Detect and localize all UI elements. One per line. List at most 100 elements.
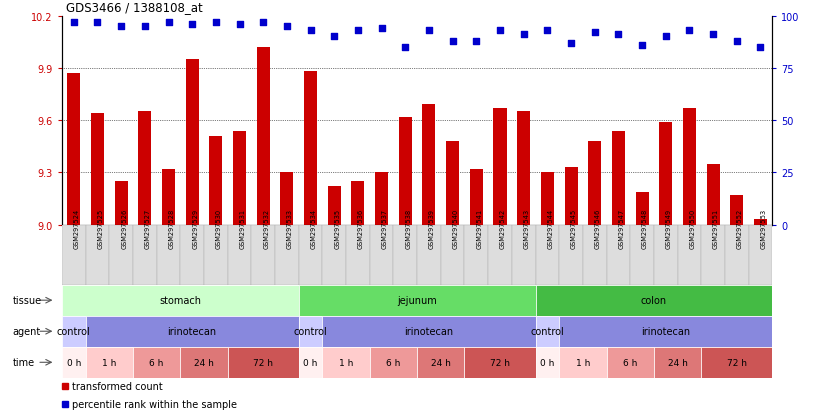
Bar bbox=[470, 169, 483, 225]
Bar bbox=[535, 285, 772, 316]
Bar bbox=[541, 173, 554, 225]
Point bbox=[730, 38, 743, 45]
Bar bbox=[275, 225, 299, 285]
Bar bbox=[701, 225, 725, 285]
Text: GSM297544: GSM297544 bbox=[548, 208, 553, 248]
Text: GSM297553: GSM297553 bbox=[761, 208, 767, 248]
Bar bbox=[299, 316, 322, 347]
Text: GSM297541: GSM297541 bbox=[477, 208, 482, 248]
Point bbox=[706, 32, 719, 38]
Point bbox=[138, 24, 151, 30]
Bar bbox=[180, 225, 204, 285]
Text: 72 h: 72 h bbox=[254, 358, 273, 367]
Bar bbox=[251, 225, 275, 285]
Bar bbox=[322, 225, 346, 285]
Text: GDS3466 / 1388108_at: GDS3466 / 1388108_at bbox=[66, 2, 203, 14]
Bar bbox=[654, 347, 701, 378]
Bar bbox=[606, 225, 630, 285]
Bar bbox=[299, 225, 322, 285]
Bar bbox=[441, 225, 464, 285]
Bar bbox=[62, 285, 299, 316]
Text: tissue: tissue bbox=[12, 295, 41, 306]
Point bbox=[257, 19, 270, 26]
Text: percentile rank within the sample: percentile rank within the sample bbox=[73, 399, 237, 409]
Bar bbox=[91, 114, 104, 225]
Bar bbox=[535, 347, 559, 378]
Bar bbox=[464, 347, 535, 378]
Text: GSM297525: GSM297525 bbox=[97, 208, 103, 248]
Bar bbox=[62, 316, 86, 347]
Text: 24 h: 24 h bbox=[431, 358, 451, 367]
Point bbox=[635, 43, 648, 49]
Bar bbox=[730, 195, 743, 225]
Text: GSM297540: GSM297540 bbox=[453, 208, 458, 248]
Bar bbox=[701, 347, 772, 378]
Bar bbox=[351, 182, 364, 225]
Bar bbox=[304, 72, 317, 225]
Bar bbox=[186, 60, 199, 225]
Bar bbox=[583, 225, 606, 285]
Text: control: control bbox=[57, 326, 91, 337]
Bar bbox=[488, 225, 512, 285]
Bar bbox=[725, 225, 748, 285]
Point bbox=[541, 28, 554, 34]
Bar bbox=[535, 316, 559, 347]
Bar bbox=[109, 225, 133, 285]
Bar bbox=[517, 112, 530, 225]
Bar bbox=[375, 173, 388, 225]
Bar bbox=[564, 168, 577, 225]
Bar bbox=[559, 225, 583, 285]
Bar bbox=[588, 142, 601, 225]
Point bbox=[446, 38, 459, 45]
Text: irinotecan: irinotecan bbox=[641, 326, 691, 337]
Point bbox=[186, 21, 199, 28]
Text: GSM297534: GSM297534 bbox=[311, 208, 316, 248]
Bar bbox=[346, 225, 370, 285]
Bar bbox=[706, 164, 719, 225]
Bar bbox=[446, 142, 459, 225]
Bar bbox=[62, 225, 86, 285]
Point bbox=[754, 45, 767, 51]
Text: control: control bbox=[294, 326, 327, 337]
Text: stomach: stomach bbox=[159, 295, 202, 306]
Text: GSM297543: GSM297543 bbox=[524, 208, 529, 248]
Bar bbox=[133, 347, 180, 378]
Bar bbox=[535, 225, 559, 285]
Text: GSM297528: GSM297528 bbox=[169, 208, 174, 248]
Bar bbox=[493, 109, 506, 225]
Point bbox=[233, 21, 246, 28]
Text: 0 h: 0 h bbox=[540, 358, 554, 367]
Bar bbox=[204, 225, 228, 285]
Bar bbox=[228, 225, 251, 285]
Bar bbox=[299, 347, 322, 378]
Text: GSM297542: GSM297542 bbox=[500, 208, 506, 248]
Point bbox=[67, 19, 80, 26]
Text: colon: colon bbox=[641, 295, 667, 306]
Bar bbox=[322, 316, 535, 347]
Bar bbox=[417, 347, 464, 378]
Text: 6 h: 6 h bbox=[387, 358, 401, 367]
Bar bbox=[399, 117, 412, 225]
Text: GSM297535: GSM297535 bbox=[335, 208, 340, 248]
Bar bbox=[370, 225, 393, 285]
Bar bbox=[370, 347, 417, 378]
Point bbox=[470, 38, 483, 45]
Bar bbox=[328, 187, 341, 225]
Bar bbox=[67, 74, 80, 225]
Point bbox=[422, 28, 435, 34]
Bar bbox=[209, 136, 222, 225]
Point bbox=[91, 19, 104, 26]
Text: GSM297524: GSM297524 bbox=[74, 208, 80, 248]
Text: GSM297552: GSM297552 bbox=[737, 208, 743, 248]
Point bbox=[564, 40, 577, 47]
Text: transformed count: transformed count bbox=[73, 381, 163, 391]
Bar bbox=[754, 220, 767, 225]
Bar bbox=[748, 225, 772, 285]
Point bbox=[115, 24, 128, 30]
Bar bbox=[86, 316, 299, 347]
Bar bbox=[280, 173, 293, 225]
Bar bbox=[635, 192, 648, 225]
Point bbox=[683, 28, 696, 34]
Text: GSM297527: GSM297527 bbox=[145, 208, 151, 248]
Text: 24 h: 24 h bbox=[667, 358, 687, 367]
